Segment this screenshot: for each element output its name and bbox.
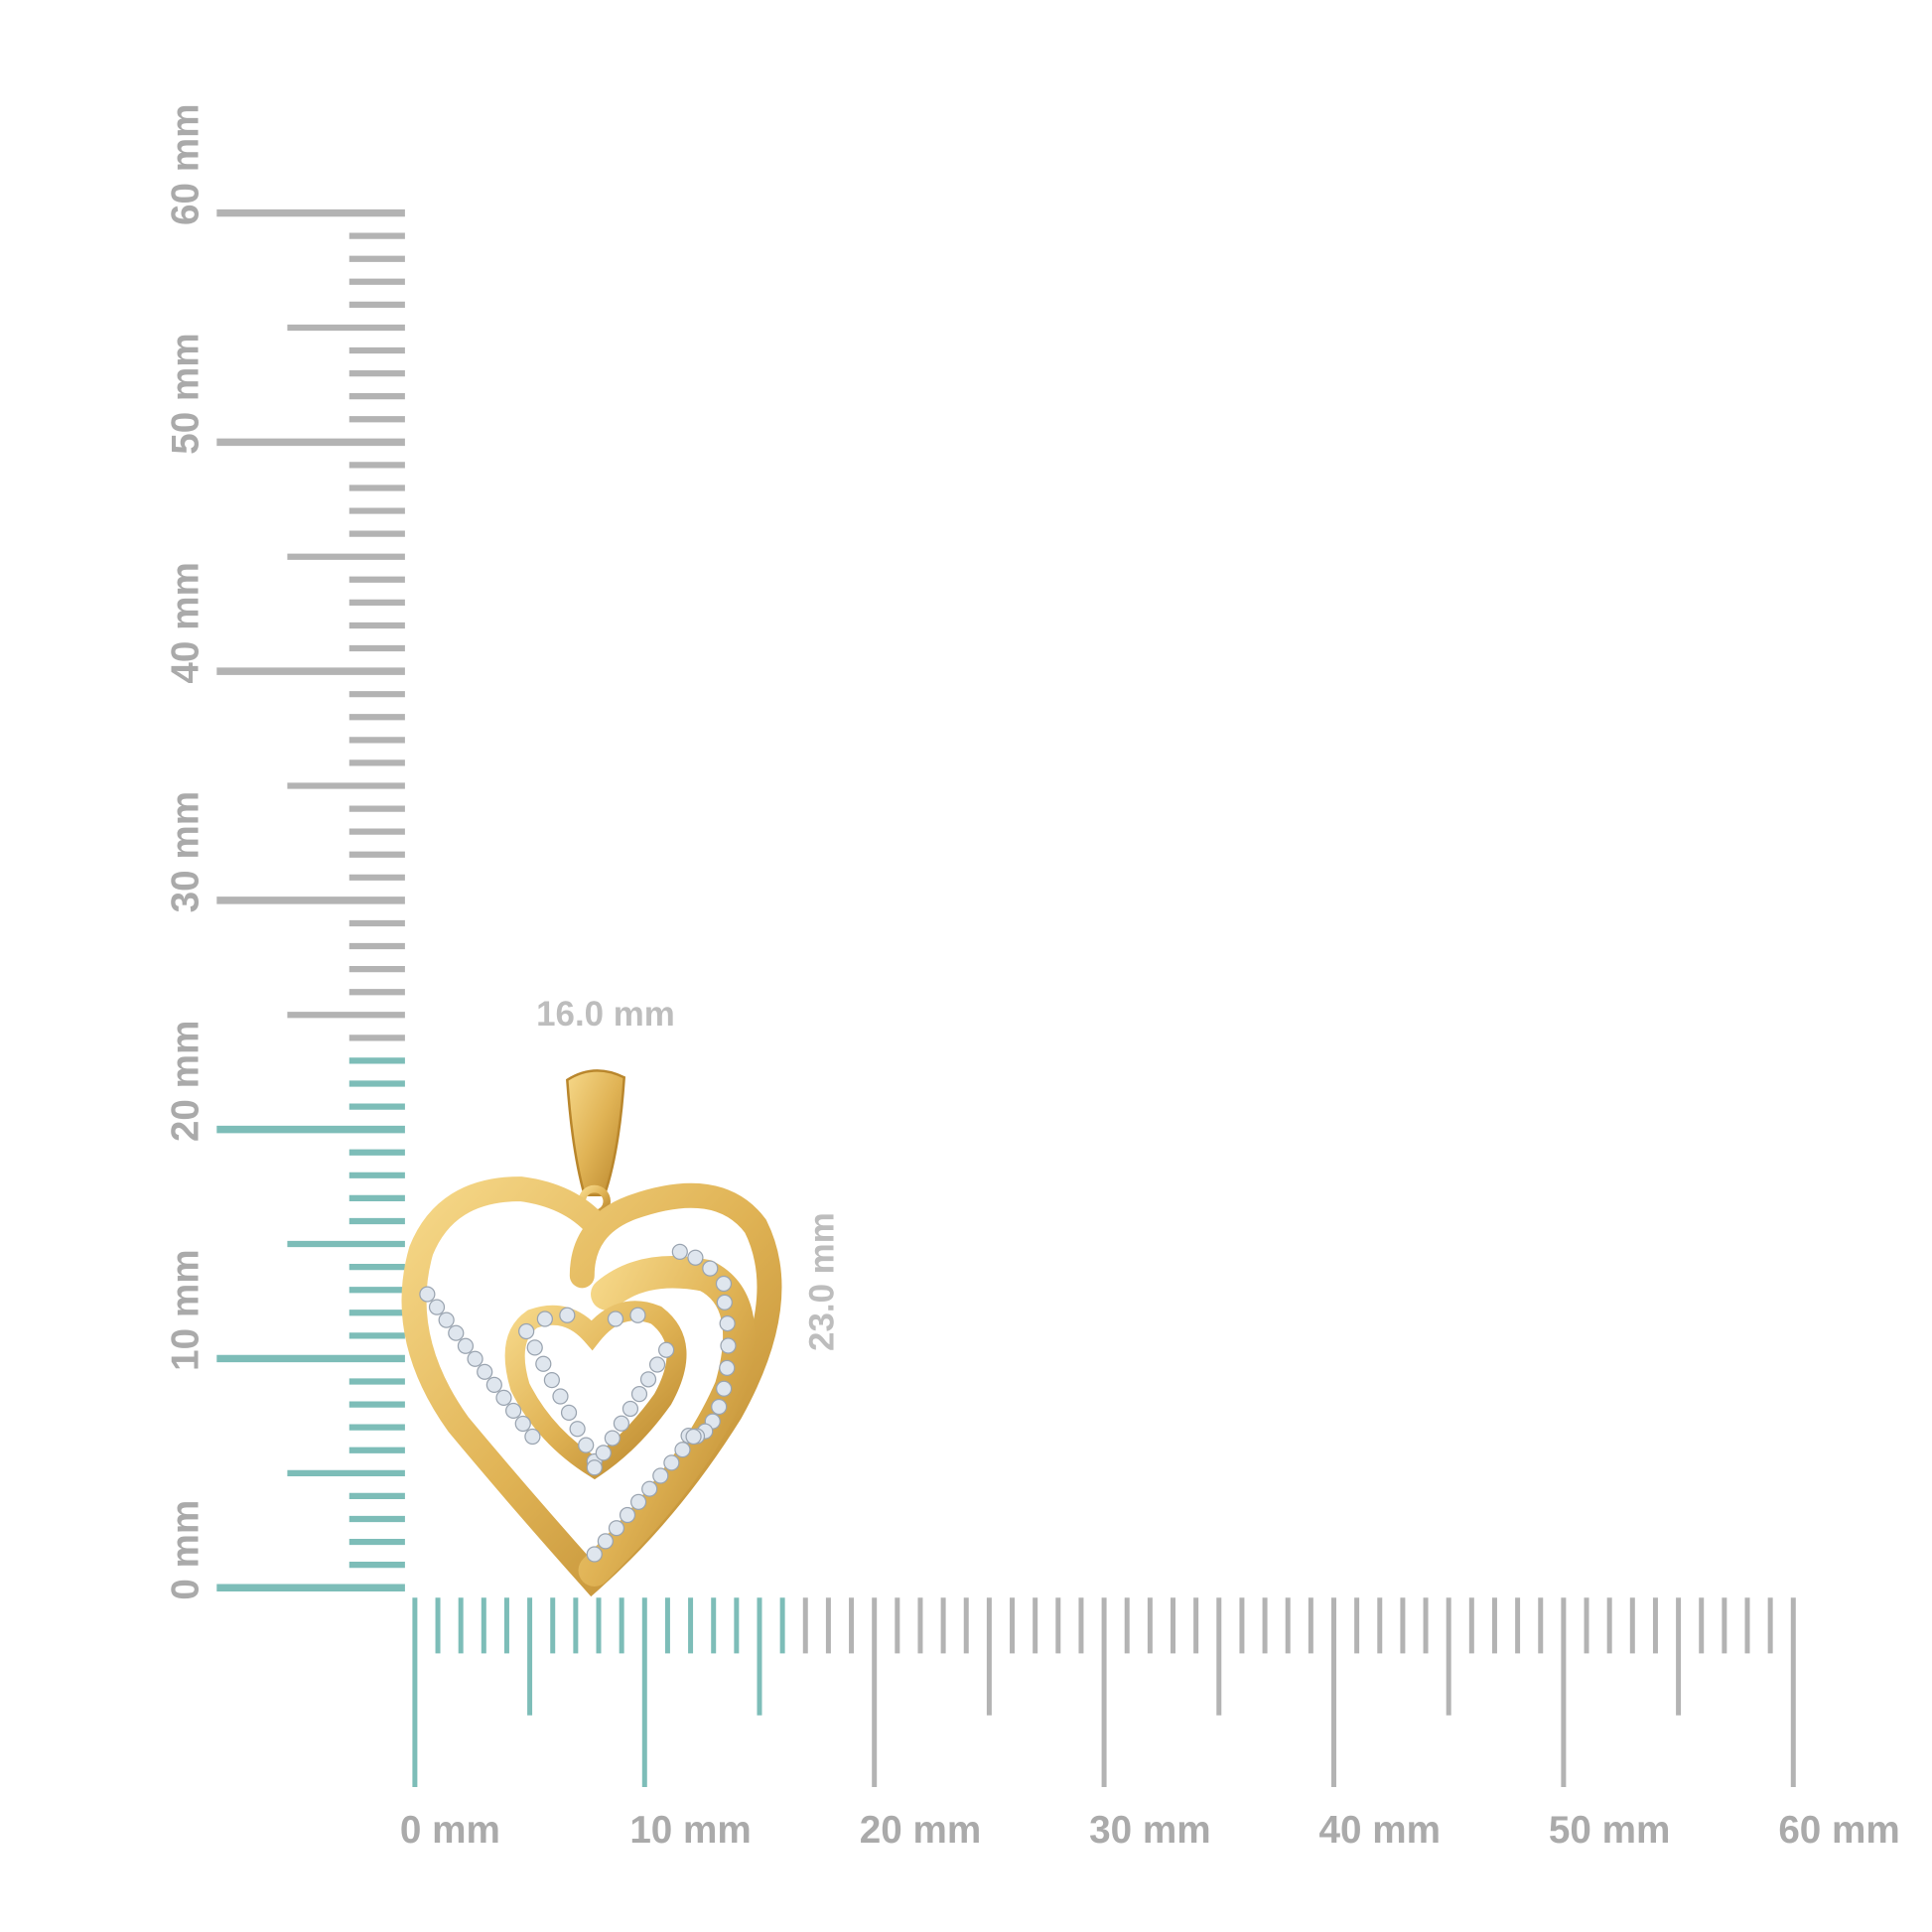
vertical-label: 0 mm: [165, 1500, 207, 1600]
diamond-stone: [578, 1437, 595, 1453]
diamond-stone: [648, 1356, 666, 1373]
diamond-stone: [658, 1341, 675, 1358]
diamond-stone: [702, 1260, 719, 1277]
diamond-stone: [448, 1324, 465, 1341]
diamond-stone: [586, 1459, 603, 1476]
diamond-stone: [674, 1442, 691, 1458]
diamond-stone: [569, 1421, 586, 1438]
diamond-stone: [536, 1311, 553, 1327]
diamond-stone: [619, 1506, 636, 1524]
vertical-label: 60 mm: [165, 104, 207, 225]
diamond-stone: [604, 1430, 621, 1447]
diamond-stone: [552, 1388, 569, 1405]
diamond-stone: [629, 1307, 646, 1323]
width-dimension-label: 16.0 mm: [536, 995, 675, 1034]
vertical-ruler: [216, 208, 405, 1591]
diamond-stone: [428, 1299, 446, 1315]
vertical-label: 40 mm: [165, 562, 207, 683]
diamond-stone: [630, 1493, 647, 1510]
diamond-stone: [438, 1311, 455, 1328]
diamond-stone: [467, 1350, 483, 1367]
diamond-stone: [560, 1404, 578, 1421]
vertical-ruler-labels: 0 mm 10 mm 20 mm 30 mm 40 mm 50 mm 60 mm: [165, 104, 207, 1600]
diamond-stone: [652, 1467, 669, 1484]
diamond-stone: [495, 1389, 512, 1407]
diamond-stone: [671, 1243, 688, 1260]
diamond-stone: [477, 1363, 493, 1380]
diamond-stone: [595, 1445, 612, 1461]
middle-swirl: [578, 1256, 756, 1587]
horizontal-label: 60 mm: [1778, 1809, 1899, 1852]
diamond-stone: [559, 1307, 576, 1323]
inner-heart: [504, 1301, 687, 1480]
diamond-stone: [639, 1371, 657, 1388]
diamond-stone: [457, 1337, 475, 1354]
diamond-stone: [485, 1376, 502, 1393]
horizontal-label: 0 mm: [400, 1809, 500, 1852]
horizontal-label: 10 mm: [629, 1809, 751, 1852]
horizontal-ruler: [412, 1597, 1796, 1788]
diamond-stone: [543, 1372, 560, 1389]
horizontal-label: 20 mm: [860, 1809, 981, 1852]
horizontal-ruler-labels: 0 mm 10 mm 20 mm 30 mm 40 mm 50 mm 60 mm: [400, 1809, 1900, 1852]
vertical-label: 50 mm: [165, 333, 207, 454]
horizontal-label: 50 mm: [1549, 1809, 1670, 1852]
diamond-stone: [535, 1355, 552, 1372]
diamond-stone: [663, 1454, 680, 1471]
diamond-stone: [715, 1275, 733, 1293]
diamond-stone: [526, 1339, 543, 1356]
diamond-stone: [719, 1359, 736, 1376]
diamond-stone: [621, 1400, 639, 1418]
diamond-stone: [608, 1520, 625, 1537]
height-dimension-label: 23.0 mm: [803, 1212, 842, 1351]
diamond-stone: [716, 1380, 733, 1397]
diamond-stone: [687, 1249, 704, 1266]
diamond-stone: [685, 1428, 702, 1446]
diamond-stone: [719, 1314, 736, 1332]
diamond-stone: [586, 1546, 603, 1563]
vertical-label: 20 mm: [165, 1021, 207, 1142]
pendant-image: [401, 1069, 782, 1597]
diamond-stones: [419, 1243, 737, 1563]
diamond-stone: [711, 1398, 728, 1416]
horizontal-label: 30 mm: [1089, 1809, 1210, 1852]
diamond-stone: [641, 1480, 658, 1497]
diamond-stone: [613, 1415, 630, 1432]
diamond-stone: [518, 1322, 535, 1340]
vertical-label: 10 mm: [165, 1249, 207, 1370]
vertical-label: 30 mm: [165, 791, 207, 912]
diamond-stone: [505, 1402, 522, 1420]
horizontal-label: 40 mm: [1319, 1809, 1441, 1852]
diamond-stone: [419, 1286, 436, 1303]
bail: [566, 1069, 626, 1197]
diamond-stone: [607, 1311, 624, 1327]
diamond-stone: [720, 1337, 737, 1354]
diamond-stone: [630, 1386, 648, 1403]
diamond-stone: [716, 1294, 733, 1311]
diamond-stone: [597, 1533, 614, 1550]
diamond-stone: [524, 1428, 541, 1446]
diamond-stone: [514, 1415, 531, 1433]
